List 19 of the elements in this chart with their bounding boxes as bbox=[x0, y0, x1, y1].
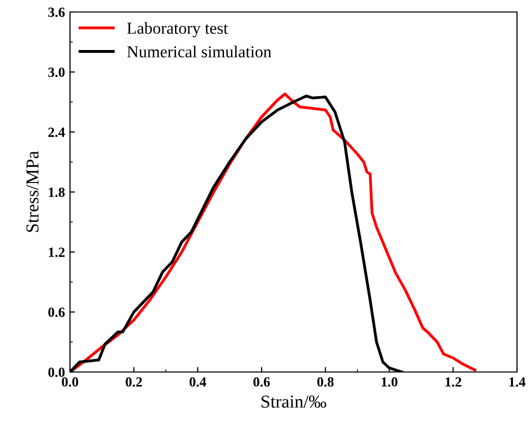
y-tick-label: 3.6 bbox=[48, 8, 65, 18]
legend-label: Laboratory test bbox=[127, 22, 228, 38]
y-tick-label: 3.0 bbox=[48, 68, 65, 78]
x-tick-label: 0.2 bbox=[126, 377, 142, 387]
x-tick-label: 0.0 bbox=[62, 377, 78, 387]
y-tick-label: 2.4 bbox=[48, 128, 65, 138]
x-tick-label: 0.4 bbox=[190, 377, 206, 387]
y-tick-label: 0.6 bbox=[48, 308, 65, 318]
x-tick-label: 0.8 bbox=[317, 377, 334, 387]
x-axis-title: Strain/‰ bbox=[262, 396, 326, 408]
x-tick-label: 1.2 bbox=[446, 377, 462, 387]
y-tick-label: 0.0 bbox=[48, 368, 65, 378]
y-tick-label: 1.2 bbox=[48, 248, 65, 258]
y-axis-title: Stress/MPa bbox=[26, 151, 39, 232]
x-tick-label: 1.4 bbox=[509, 377, 526, 387]
x-tick-label: 0.6 bbox=[253, 377, 270, 387]
y-tick-label: 1.8 bbox=[48, 188, 65, 198]
legend-label: Numerical simulation bbox=[127, 46, 272, 58]
x-tick-label: 1.0 bbox=[382, 377, 398, 387]
